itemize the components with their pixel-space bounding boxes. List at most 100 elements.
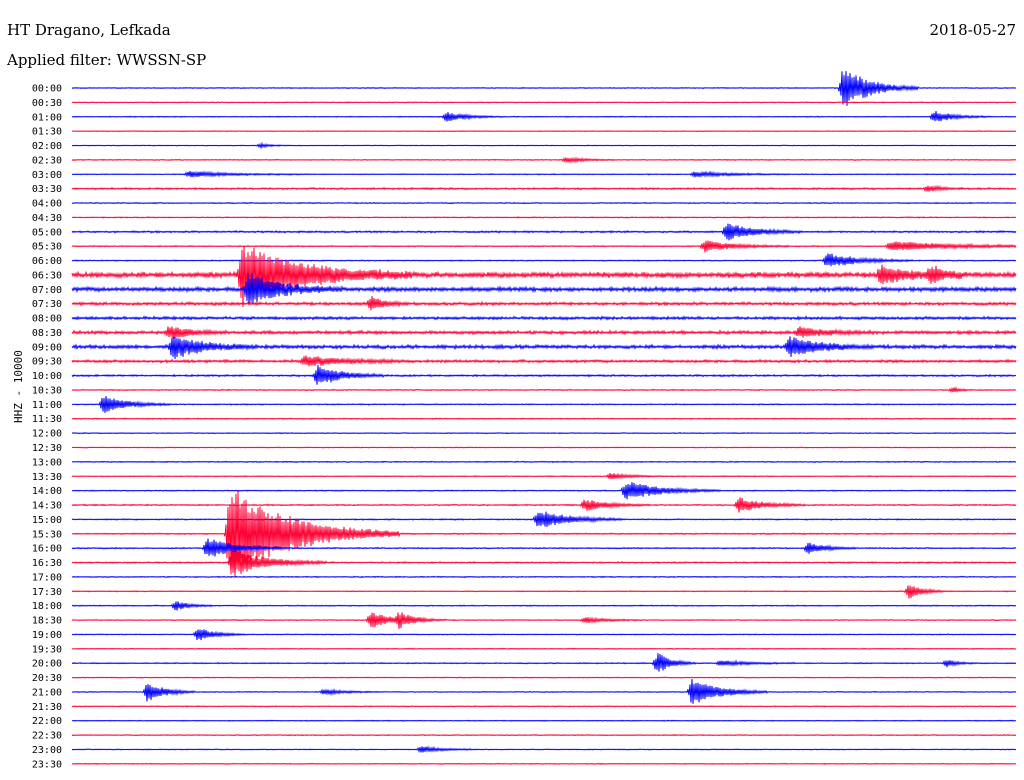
trace-11:00 (71, 396, 1017, 413)
trace-16:30 (71, 549, 1017, 575)
time-label-00:00: 00:00 (32, 84, 62, 95)
plot-date: 2018-05-27 (929, 21, 1016, 39)
time-label-09:00: 09:00 (32, 342, 62, 353)
time-label-05:30: 05:30 (32, 242, 62, 253)
time-label-16:30: 16:30 (32, 558, 62, 569)
trace-18:30 (71, 612, 1017, 629)
time-label-11:30: 11:30 (32, 414, 62, 425)
trace-10:00 (71, 365, 1017, 385)
trace-01:30 (71, 130, 1017, 133)
time-label-21:30: 21:30 (32, 702, 62, 713)
trace-13:30 (71, 472, 1017, 480)
trace-17:00 (71, 575, 1017, 579)
time-label-07:00: 07:00 (32, 285, 62, 296)
trace-23:00 (71, 745, 1017, 754)
time-label-20:30: 20:30 (32, 673, 62, 684)
trace-03:00 (71, 170, 1017, 179)
time-label-19:00: 19:00 (32, 630, 62, 641)
trace-09:30 (71, 355, 1017, 367)
time-label-18:30: 18:30 (32, 616, 62, 627)
filter-label: Applied filter: WWSSN-SP (7, 51, 207, 69)
trace-20:00 (71, 653, 1017, 672)
time-label-15:30: 15:30 (32, 529, 62, 540)
station-title: HT Dragano, Lefkada (7, 21, 171, 39)
time-label-04:30: 04:30 (32, 213, 62, 224)
trace-23:30 (71, 762, 1017, 765)
trace-21:00 (71, 678, 1017, 704)
time-label-11:00: 11:00 (32, 400, 62, 411)
trace-21:30 (71, 705, 1017, 708)
trace-04:30 (71, 216, 1017, 219)
time-label-21:00: 21:00 (32, 687, 62, 698)
time-label-15:00: 15:00 (32, 515, 62, 526)
time-label-08:30: 08:30 (32, 328, 62, 339)
trace-09:00 (71, 336, 1017, 360)
time-label-13:00: 13:00 (32, 457, 62, 468)
trace-15:30 (71, 490, 1017, 577)
time-label-01:30: 01:30 (32, 127, 62, 138)
trace-15:00 (71, 511, 1017, 527)
trace-07:30 (71, 296, 1017, 311)
time-label-22:30: 22:30 (32, 731, 62, 742)
trace-19:00 (71, 629, 1017, 641)
time-label-06:00: 06:00 (32, 256, 62, 267)
trace-04:00 (71, 201, 1017, 205)
time-label-23:30: 23:30 (32, 759, 62, 770)
trace-17:30 (71, 585, 1017, 599)
time-label-23:00: 23:00 (32, 745, 62, 756)
trace-02:30 (71, 156, 1017, 164)
trace-14:30 (71, 497, 1017, 513)
trace-22:00 (71, 719, 1017, 722)
time-label-05:00: 05:00 (32, 227, 62, 238)
trace-12:00 (71, 431, 1017, 435)
trace-12:30 (71, 446, 1017, 449)
trace-03:30 (71, 184, 1017, 193)
time-label-00:30: 00:30 (32, 98, 62, 109)
time-label-18:00: 18:00 (32, 601, 62, 612)
trace-13:00 (71, 460, 1017, 464)
trace-00:00 (71, 71, 1017, 106)
trace-06:00 (71, 253, 1017, 267)
time-label-09:30: 09:30 (32, 357, 62, 368)
trace-05:30 (71, 240, 1017, 253)
trace-19:30 (71, 647, 1017, 650)
time-label-03:00: 03:00 (32, 170, 62, 181)
time-label-01:00: 01:00 (32, 112, 62, 123)
time-label-20:00: 20:00 (32, 659, 62, 670)
trace-01:00 (71, 111, 1017, 122)
time-label-17:30: 17:30 (32, 587, 62, 598)
time-label-14:00: 14:00 (32, 486, 62, 497)
time-label-19:30: 19:30 (32, 644, 62, 655)
time-label-13:30: 13:30 (32, 472, 62, 483)
time-label-02:00: 02:00 (32, 141, 62, 152)
trace-22:30 (71, 733, 1017, 737)
time-label-07:30: 07:30 (32, 299, 62, 310)
trace-02:00 (71, 141, 1017, 150)
trace-16:00 (71, 538, 1017, 557)
time-label-12:00: 12:00 (32, 429, 62, 440)
time-label-10:30: 10:30 (32, 385, 62, 396)
trace-10:30 (71, 385, 1017, 394)
trace-18:00 (71, 601, 1017, 611)
trace-11:30 (71, 417, 1017, 421)
time-label-10:00: 10:00 (32, 371, 62, 382)
trace-06:30 (71, 245, 1017, 308)
time-label-22:00: 22:00 (32, 716, 62, 727)
trace-14:00 (71, 482, 1017, 500)
time-label-16:00: 16:00 (32, 544, 62, 555)
time-label-06:30: 06:30 (32, 270, 62, 281)
trace-07:00 (71, 273, 1017, 306)
time-label-12:30: 12:30 (32, 443, 62, 454)
trace-00:30 (71, 101, 1017, 104)
trace-08:00 (71, 315, 1017, 321)
time-label-03:30: 03:30 (32, 184, 62, 195)
trace-20:30 (71, 676, 1017, 679)
time-label-08:00: 08:00 (32, 314, 62, 325)
time-label-04:00: 04:00 (32, 199, 62, 210)
time-label-14:30: 14:30 (32, 501, 62, 512)
time-label-17:00: 17:00 (32, 572, 62, 583)
time-label-02:30: 02:30 (32, 155, 62, 166)
trace-05:00 (71, 223, 1017, 241)
trace-08:30 (71, 326, 1017, 339)
